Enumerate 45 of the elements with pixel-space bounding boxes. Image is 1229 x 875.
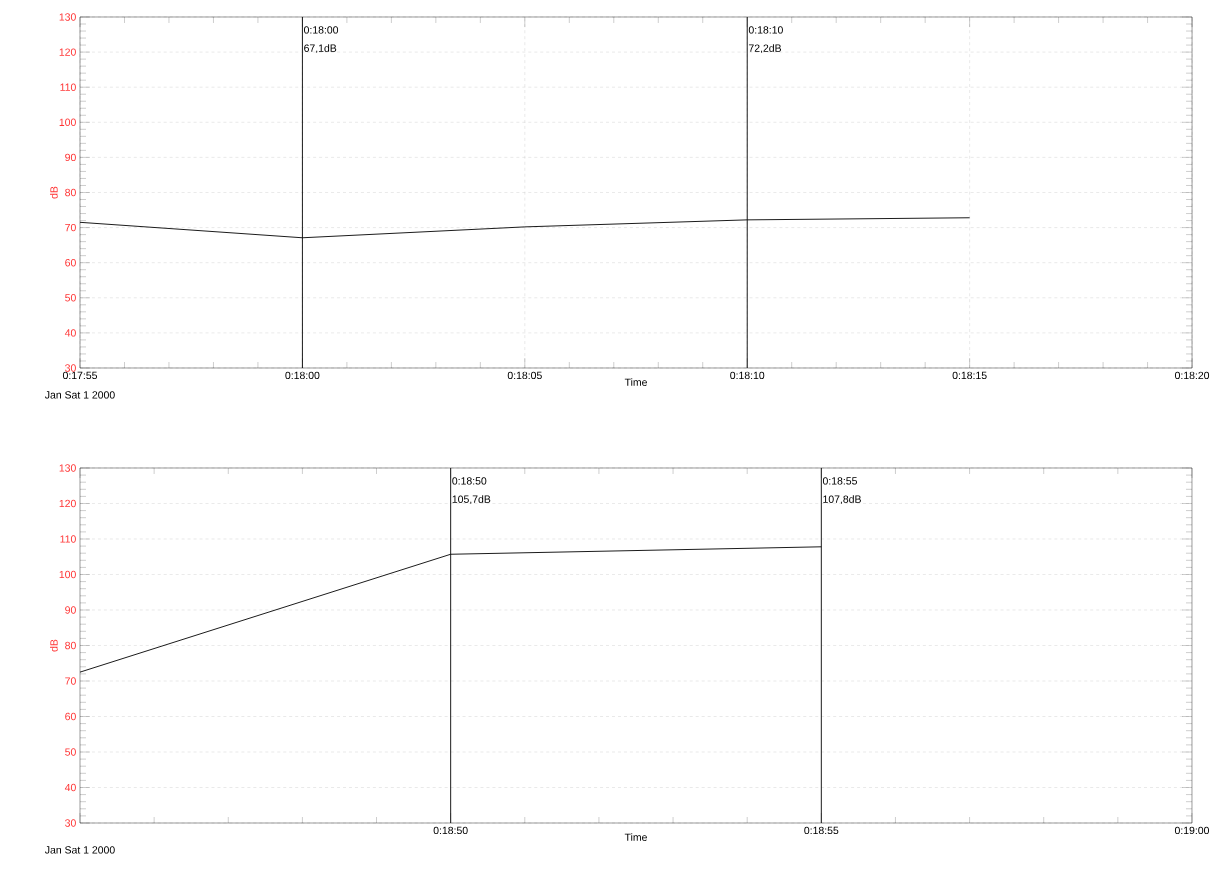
y-tick-label: 30 bbox=[65, 364, 76, 372]
x-tick-label: 0:18:15 bbox=[952, 371, 987, 380]
y-tick-label: 60 bbox=[65, 712, 76, 721]
y-tick-label: 60 bbox=[65, 259, 76, 267]
x-tick-label: 0:18:10 bbox=[730, 371, 765, 380]
y-tick-label: 100 bbox=[59, 118, 76, 126]
annotation: 107,8dB bbox=[823, 495, 861, 505]
x-tick-label: 0:18:00 bbox=[285, 371, 320, 380]
y-tick-label: 40 bbox=[64, 329, 76, 337]
y-tick-label: 130 bbox=[59, 464, 76, 472]
y-tick-label: 30 bbox=[65, 819, 76, 827]
y-tick-label: 130 bbox=[59, 13, 76, 21]
ref-line-label: 0:18:00 bbox=[304, 26, 339, 34]
x-tick-label: 0:18:50 bbox=[433, 826, 468, 835]
x-tick-label: 0:18:20 bbox=[1175, 371, 1210, 380]
y-tick-label: 70 bbox=[65, 223, 76, 232]
y-tick-label: 110 bbox=[60, 535, 76, 543]
text: Jan Sat 1 2000 bbox=[44, 846, 115, 854]
x-axis-title: Time bbox=[624, 833, 647, 841]
y-tick-label: 110 bbox=[60, 83, 76, 91]
y-tick-label: 120 bbox=[59, 48, 76, 56]
y-tick-label: 90 bbox=[65, 153, 76, 162]
y-tick-label: 70 bbox=[65, 677, 76, 685]
y-tick-label: 80 bbox=[65, 188, 76, 197]
y-axis-title: dB bbox=[50, 639, 58, 652]
y-tick-label: 80 bbox=[65, 641, 76, 650]
y-axis-title: dB bbox=[50, 186, 58, 199]
annotation: 67,1dB bbox=[304, 44, 337, 54]
y-tick-label: 120 bbox=[59, 499, 76, 508]
ref-line-label: 0:18:50 bbox=[452, 477, 487, 485]
x-tick-label: 0:18:05 bbox=[507, 371, 542, 380]
x-tick-label: 0:17:55 bbox=[62, 371, 98, 380]
text: Jan Sat 1 2000 bbox=[44, 391, 115, 399]
y-tick-label: 90 bbox=[65, 606, 76, 614]
annotation: 105,7dB bbox=[452, 495, 491, 505]
ref-line-label: 0:18:10 bbox=[748, 26, 783, 34]
y-tick-label: 50 bbox=[65, 748, 76, 756]
annotation: 72,2dB bbox=[748, 44, 782, 54]
x-tick-label: 0:19:00 bbox=[1174, 826, 1210, 835]
ref-line-label: 0:18:55 bbox=[822, 477, 857, 485]
y-tick-label: 100 bbox=[59, 570, 76, 579]
x-tick-label: 0:18:55 bbox=[804, 826, 839, 835]
y-tick-label: 50 bbox=[65, 294, 76, 302]
y-tick-label: 40 bbox=[64, 783, 76, 792]
x-axis-title: Time bbox=[624, 378, 647, 386]
